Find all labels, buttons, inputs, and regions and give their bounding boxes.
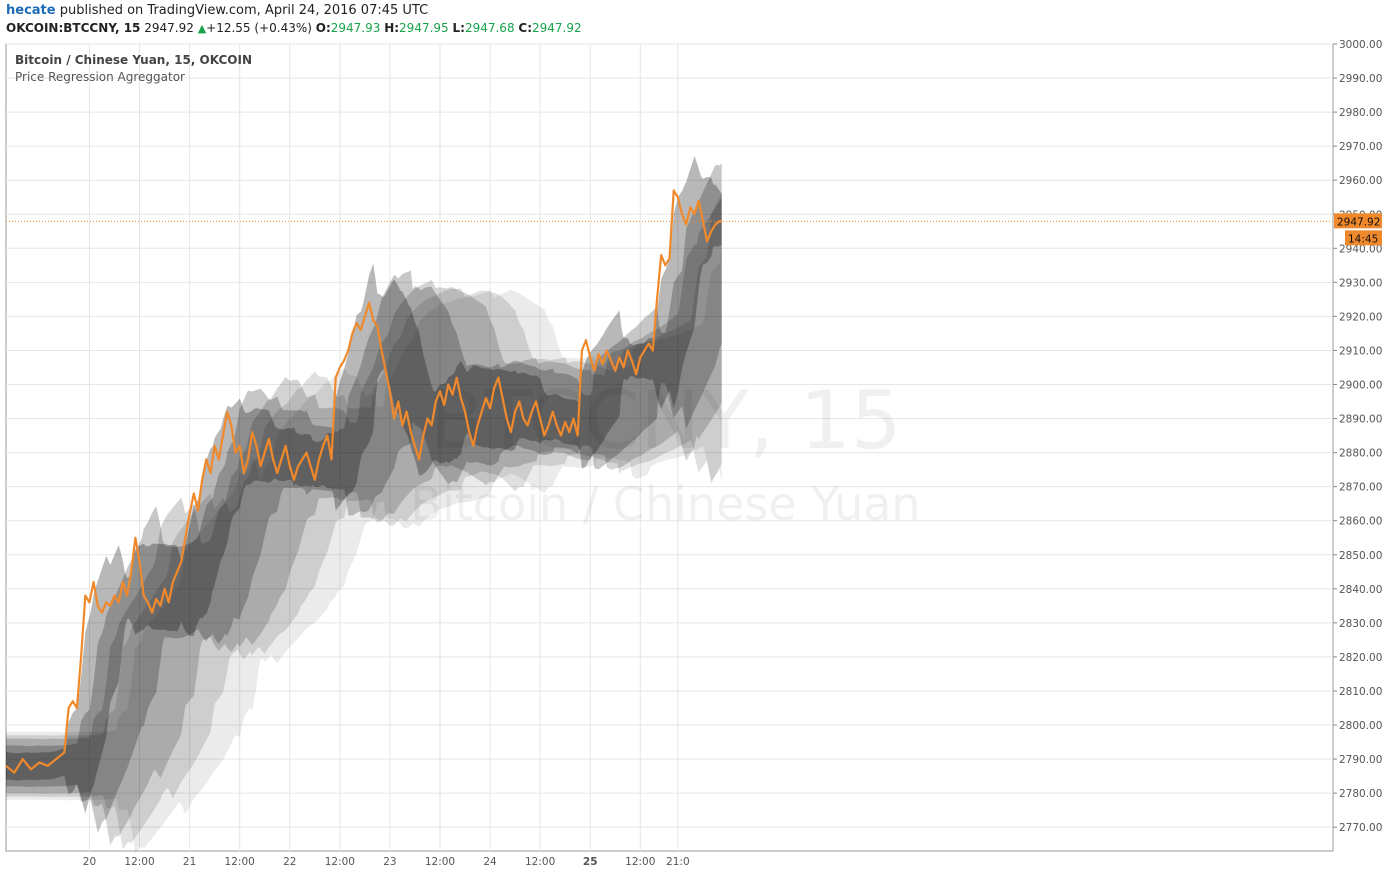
y-tick-label: 2970.00	[1339, 141, 1382, 153]
regression-band	[6, 163, 722, 833]
y-tick-label: 2920.00	[1339, 311, 1382, 323]
chart-symbol-title: Bitcoin / Chinese Yuan, 15, OKCOIN	[15, 53, 252, 67]
y-tick-label: 2940.00	[1339, 243, 1382, 255]
x-tick-label: 12:00	[525, 856, 555, 868]
regression-band	[6, 156, 722, 814]
last-price-badge-label: 2947.92	[1337, 216, 1380, 228]
last-price-badge	[1334, 213, 1382, 229]
published-text: published on TradingView.com, April 24, …	[59, 3, 429, 18]
change-value: +12.55 (+0.43%)	[206, 21, 312, 35]
y-tick-label: 2990.00	[1339, 73, 1382, 85]
indicator-title: Price Regression Agreggator	[15, 70, 185, 84]
regression-band	[6, 193, 722, 850]
y-tick-label: 2840.00	[1339, 584, 1382, 596]
y-tick-label: 2860.00	[1339, 516, 1382, 528]
y-tick-label: 2810.00	[1339, 686, 1382, 698]
regression-band	[6, 243, 722, 854]
plot-area	[5, 43, 1334, 852]
close-label: C:	[518, 21, 533, 35]
x-tick-label: 12:00	[124, 856, 154, 868]
countdown-badge	[1345, 230, 1382, 246]
x-tick-label: 21	[183, 856, 196, 868]
ohlc-line: OKCOIN:BTCCNY, 15 2947.92 ▲+12.55 (+0.43…	[6, 21, 582, 35]
y-tick-label: 2780.00	[1339, 788, 1382, 800]
close-value: 2947.92	[532, 21, 582, 35]
x-tick-label: 21:0	[666, 856, 690, 868]
y-tick-label: 2910.00	[1339, 345, 1382, 357]
y-tick-label: 2880.00	[1339, 448, 1382, 460]
y-tick-label: 2980.00	[1339, 107, 1382, 119]
last-price: 2947.92	[144, 21, 194, 35]
regression-band	[6, 197, 722, 846]
x-tick-label: 12:00	[325, 856, 355, 868]
x-tick-label: 25	[583, 856, 598, 868]
publisher-line: hecate published on TradingView.com, Apr…	[6, 3, 428, 18]
watermark-name: Bitcoin / Chinese Yuan	[410, 477, 920, 531]
open-value: 2947.93	[330, 21, 381, 35]
y-tick-label: 3000.00	[1339, 39, 1382, 51]
y-tick-label: 2960.00	[1339, 175, 1382, 187]
x-tick-label: 12:00	[225, 856, 255, 868]
y-tick-label: 2820.00	[1339, 652, 1382, 664]
y-tick-label: 2770.00	[1339, 822, 1382, 834]
y-tick-label: 2870.00	[1339, 482, 1382, 494]
x-tick-label: 12:00	[625, 856, 655, 868]
y-tick-label: 2830.00	[1339, 618, 1382, 630]
high-label: H:	[384, 21, 400, 35]
y-tick-label: 2800.00	[1339, 720, 1382, 732]
low-label: L:	[452, 21, 465, 35]
high-value: 2947.95	[399, 21, 449, 35]
y-tick-label: 2890.00	[1339, 414, 1382, 426]
y-tick-label: 2930.00	[1339, 277, 1382, 289]
y-tick-label: 2850.00	[1339, 550, 1382, 562]
x-tick-label: 24	[483, 856, 497, 868]
y-tick-label: 2790.00	[1339, 754, 1382, 766]
publisher-username[interactable]: hecate	[6, 3, 56, 18]
x-tick-label: 22	[283, 856, 296, 868]
low-value: 2947.68	[464, 21, 515, 35]
price-line	[5, 189, 722, 774]
x-tick-label: 23	[383, 856, 396, 868]
x-tick-label: 20	[83, 856, 96, 868]
countdown-badge-label: 14:45	[1348, 233, 1378, 245]
up-arrow-icon: ▲	[197, 22, 207, 35]
open-label: O:	[315, 21, 331, 35]
symbol-label: OKCOIN:BTCCNY, 15	[6, 21, 141, 35]
y-tick-label: 2900.00	[1339, 380, 1382, 392]
x-tick-label: 12:00	[425, 856, 455, 868]
